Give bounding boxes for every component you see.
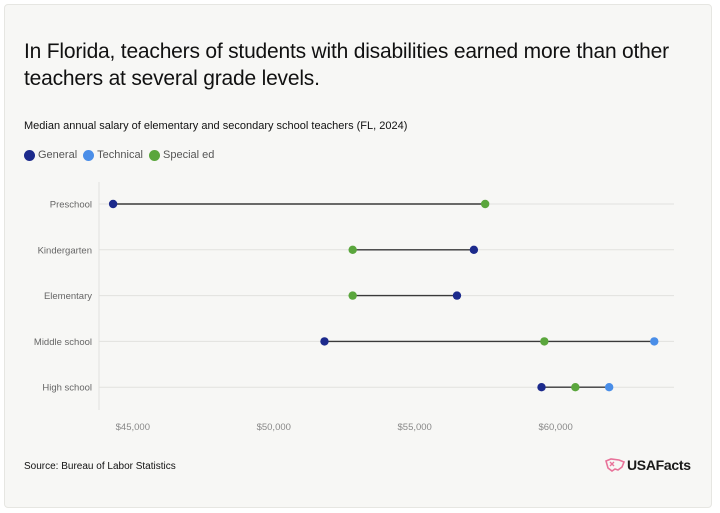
brand-name: USAFacts bbox=[627, 457, 691, 473]
legend-label-technical: Technical bbox=[97, 149, 143, 161]
data-point-special-ed bbox=[480, 199, 490, 209]
data-point-technical bbox=[650, 337, 659, 346]
category-label: Middle school bbox=[34, 337, 92, 348]
legend-label-special-ed: Special ed bbox=[163, 149, 215, 161]
data-point-general bbox=[108, 199, 118, 209]
category-label: Elementary bbox=[44, 291, 92, 302]
x-tick-label: $45,000 bbox=[116, 422, 150, 433]
data-point-special-ed bbox=[348, 291, 357, 300]
legend-item-technical: Technical bbox=[83, 149, 143, 161]
data-point-general bbox=[469, 245, 479, 254]
legend-swatch-general bbox=[24, 149, 35, 161]
chart-card bbox=[4, 4, 712, 508]
data-point-technical bbox=[604, 383, 614, 392]
chart-subtitle: Median annual salary of elementary and s… bbox=[24, 120, 408, 132]
data-point-general bbox=[537, 383, 546, 392]
legend-item-special-ed: Special ed bbox=[149, 149, 214, 161]
data-point-general bbox=[320, 337, 329, 346]
legend-swatch-special-ed bbox=[149, 149, 160, 161]
category-label: Preschool bbox=[50, 200, 92, 211]
legend-item-general: General bbox=[24, 149, 77, 161]
category-label: Kindergarten bbox=[38, 245, 92, 256]
chart-title: In Florida, teachers of students with di… bbox=[24, 40, 669, 90]
data-point-special-ed bbox=[348, 245, 357, 254]
x-tick-label: $50,000 bbox=[257, 422, 291, 433]
source-note: Source: Bureau of Labor Statistics bbox=[24, 461, 176, 472]
data-point-general bbox=[452, 291, 462, 300]
brand-logo: USAFacts bbox=[605, 457, 691, 473]
legend-swatch-technical bbox=[83, 149, 95, 161]
x-tick-label: $55,000 bbox=[398, 422, 432, 433]
legend: General Technical Special ed bbox=[24, 149, 220, 161]
category-label: High school bbox=[42, 383, 92, 394]
data-point-special-ed bbox=[540, 337, 549, 346]
x-tick-label: $60,000 bbox=[538, 422, 572, 433]
usa-map-icon bbox=[605, 458, 625, 472]
data-point-special-ed bbox=[571, 383, 580, 392]
legend-label-general: General bbox=[38, 149, 78, 161]
